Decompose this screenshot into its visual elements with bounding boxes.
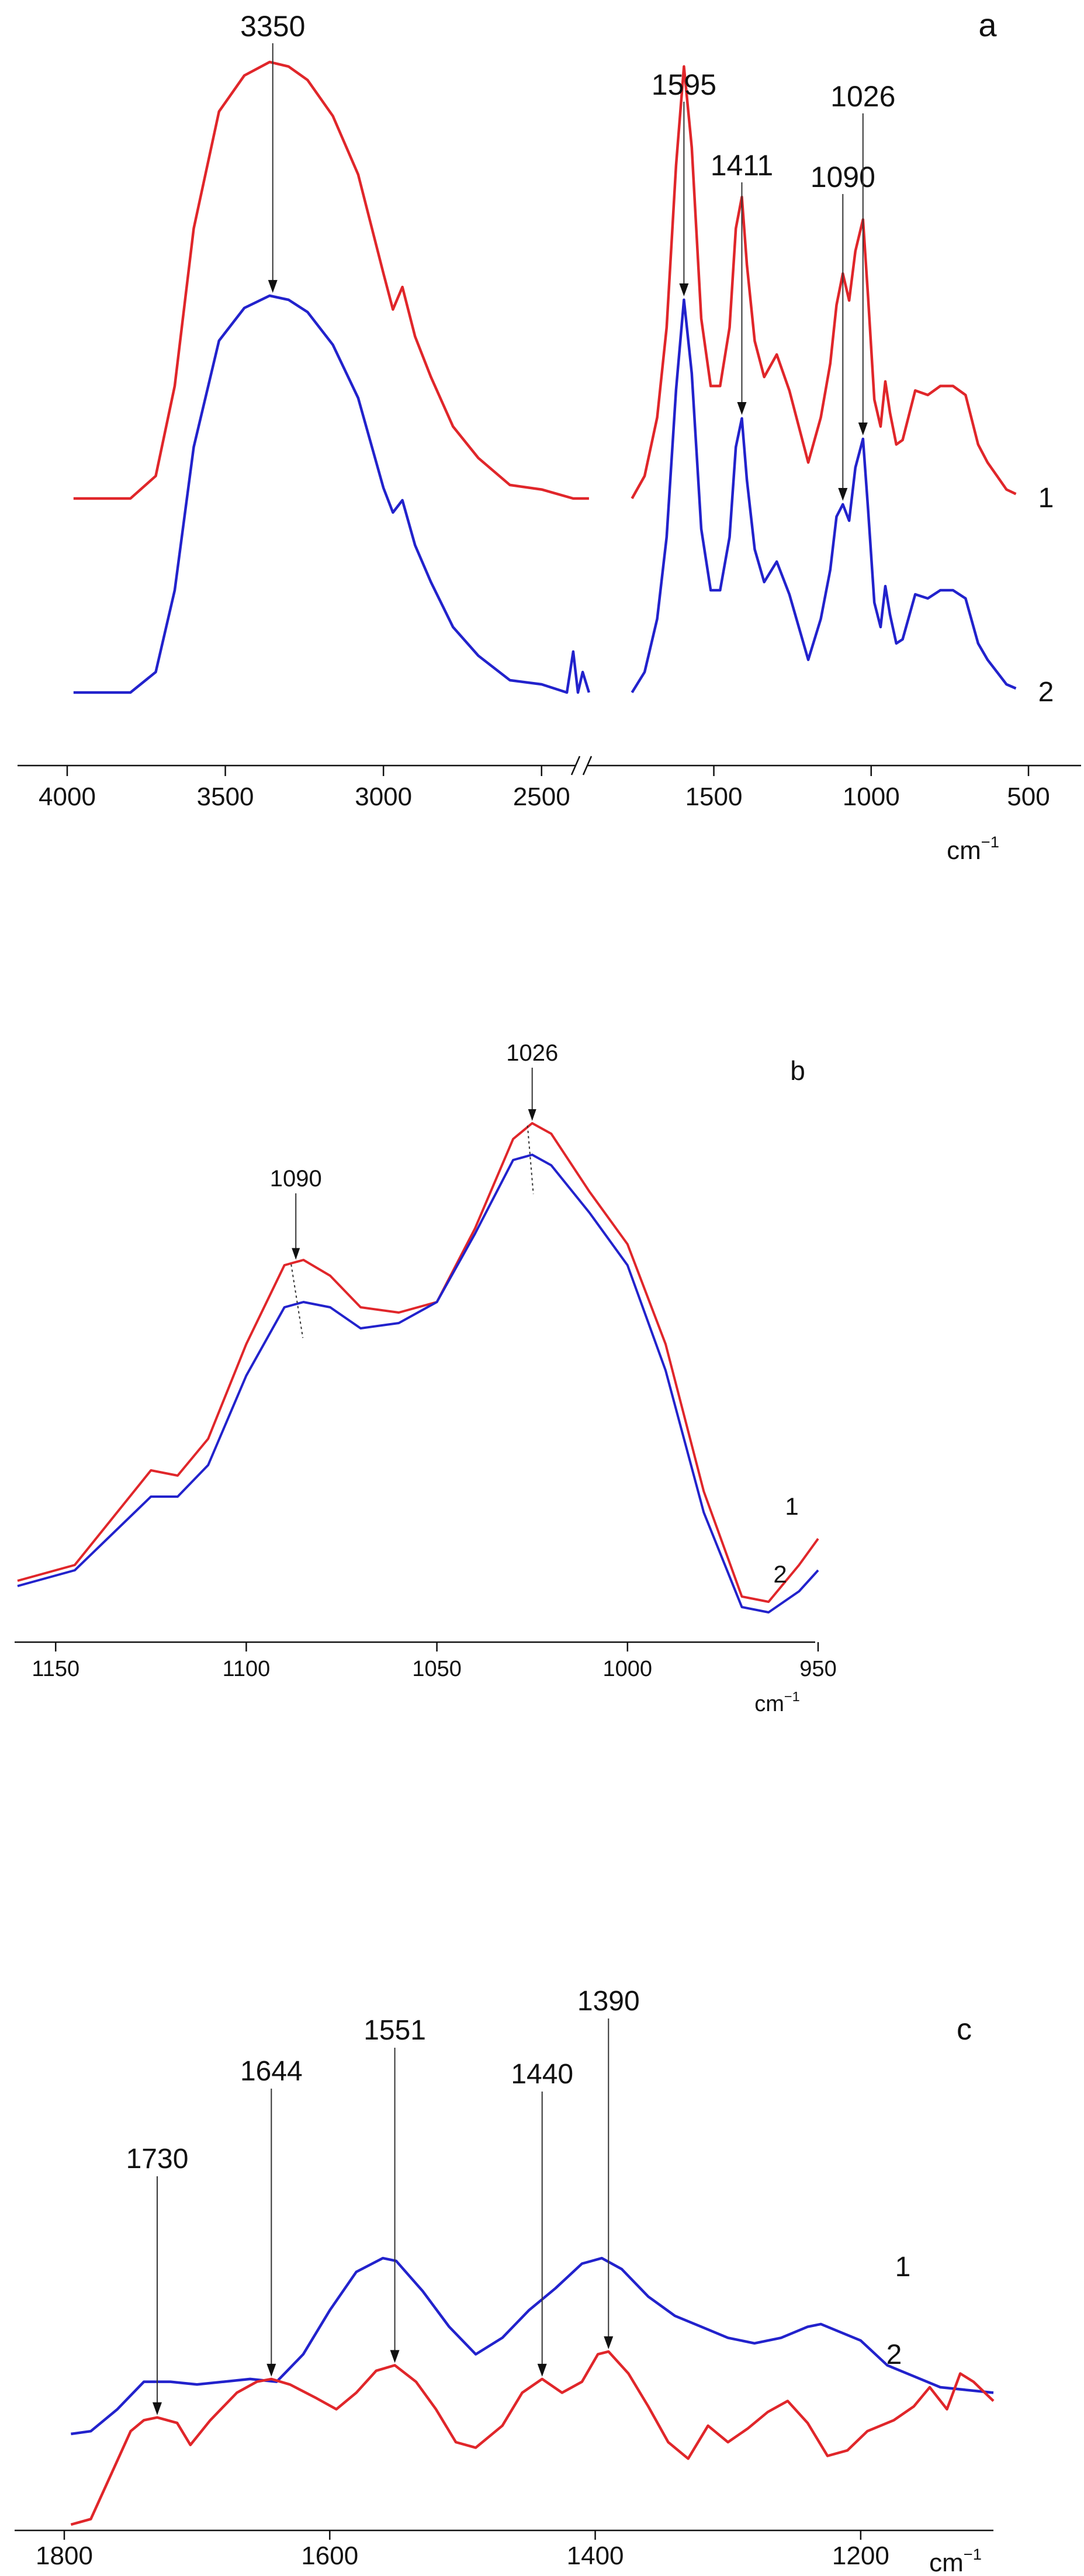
x-tick-label: 4000 (39, 783, 96, 811)
x-tick-label: 1600 (301, 2542, 358, 2570)
series-line-2 (73, 294, 591, 694)
peak-label: 1411 (711, 149, 774, 182)
annotation-arrowhead (858, 423, 868, 435)
annotation-arrowhead (268, 280, 278, 293)
panel-label: a (978, 6, 997, 43)
series-line-1 (17, 1122, 819, 1603)
annotation-arrowhead (737, 402, 747, 415)
x-tick-label: 2500 (513, 783, 570, 811)
peak-label: 1440 (511, 2059, 573, 2090)
x-tick-label: 500 (1007, 783, 1050, 811)
series-label: 2 (773, 1560, 787, 1588)
series-line-1 (73, 60, 589, 500)
series-label: 1 (895, 2252, 911, 2283)
x-tick-label: 3000 (355, 783, 412, 811)
x-tick-label: 1800 (36, 2542, 93, 2570)
peak-shift-guide (527, 1125, 534, 1194)
series-line-1 (71, 2256, 994, 2436)
annotation-arrowhead (604, 2336, 614, 2349)
panel-label: c (957, 2013, 972, 2047)
series-line-2 (631, 298, 1017, 694)
x-tick-label: 3500 (197, 783, 254, 811)
panel-label: b (790, 1055, 805, 1086)
series-line-2 (17, 1154, 819, 1614)
annotation-arrowhead (679, 283, 689, 296)
x-tick-label: 1150 (32, 1657, 79, 1681)
annotation-arrowhead (838, 488, 848, 501)
annotation-arrowhead (292, 1248, 300, 1260)
chart-panel-a: 4000 3500 3000 2500 1500 1000 500 cm−1 a 1 2 3350 15… (18, 6, 1081, 865)
annotation-arrowhead (266, 2363, 276, 2377)
peak-label: 1730 (126, 2144, 189, 2175)
annotation-arrowhead (537, 2363, 547, 2377)
peak-label: 1090 (270, 1166, 322, 1192)
x-axis-label: cm−1 (947, 833, 999, 865)
x-axis-label: cm−1 (754, 1689, 800, 1716)
chart-panel-b: 1150 1100 1050 1000 950 cm−1 b 1 2 1090 1026 (15, 1040, 837, 1716)
x-tick-label: 1400 (567, 2542, 624, 2570)
x-tick-label: 1050 (412, 1657, 462, 1681)
x-tick-label: 950 (799, 1657, 836, 1681)
series-label: 1 (785, 1493, 798, 1520)
axis-break-mark (570, 756, 581, 775)
peak-label: 1090 (811, 161, 875, 193)
chart-panel-c: 1800 1600 1400 1200 cm−1 c 1 2 1730 1644 1551 1440 1… (15, 1986, 995, 2576)
peak-label: 1026 (506, 1040, 558, 1066)
series-label: 2 (1038, 677, 1054, 708)
peak-label: 1026 (830, 80, 895, 113)
annotation-arrowhead (528, 1109, 536, 1121)
series-line-2 (70, 2350, 995, 2526)
peak-label: 1551 (363, 2015, 426, 2046)
peak-label: 1644 (240, 2056, 303, 2087)
axis-break-mark (582, 756, 593, 775)
x-tick-label: 1200 (832, 2542, 889, 2570)
peak-label: 3350 (240, 10, 305, 43)
series-line-1 (631, 65, 1017, 500)
x-tick-label: 1000 (603, 1657, 653, 1681)
x-tick-label: 1000 (843, 783, 900, 811)
series-label: 1 (1038, 483, 1054, 514)
peak-shift-guide (290, 1264, 304, 1338)
annotation-arrowhead (153, 2402, 162, 2415)
peak-label: 1390 (577, 1986, 640, 2017)
x-axis-label: cm−1 (929, 2545, 982, 2576)
peak-label: 1595 (652, 68, 716, 101)
x-tick-label: 1500 (685, 783, 743, 811)
series-label: 2 (886, 2339, 902, 2370)
x-tick-label: 1100 (223, 1657, 271, 1681)
annotation-arrowhead (390, 2350, 400, 2363)
